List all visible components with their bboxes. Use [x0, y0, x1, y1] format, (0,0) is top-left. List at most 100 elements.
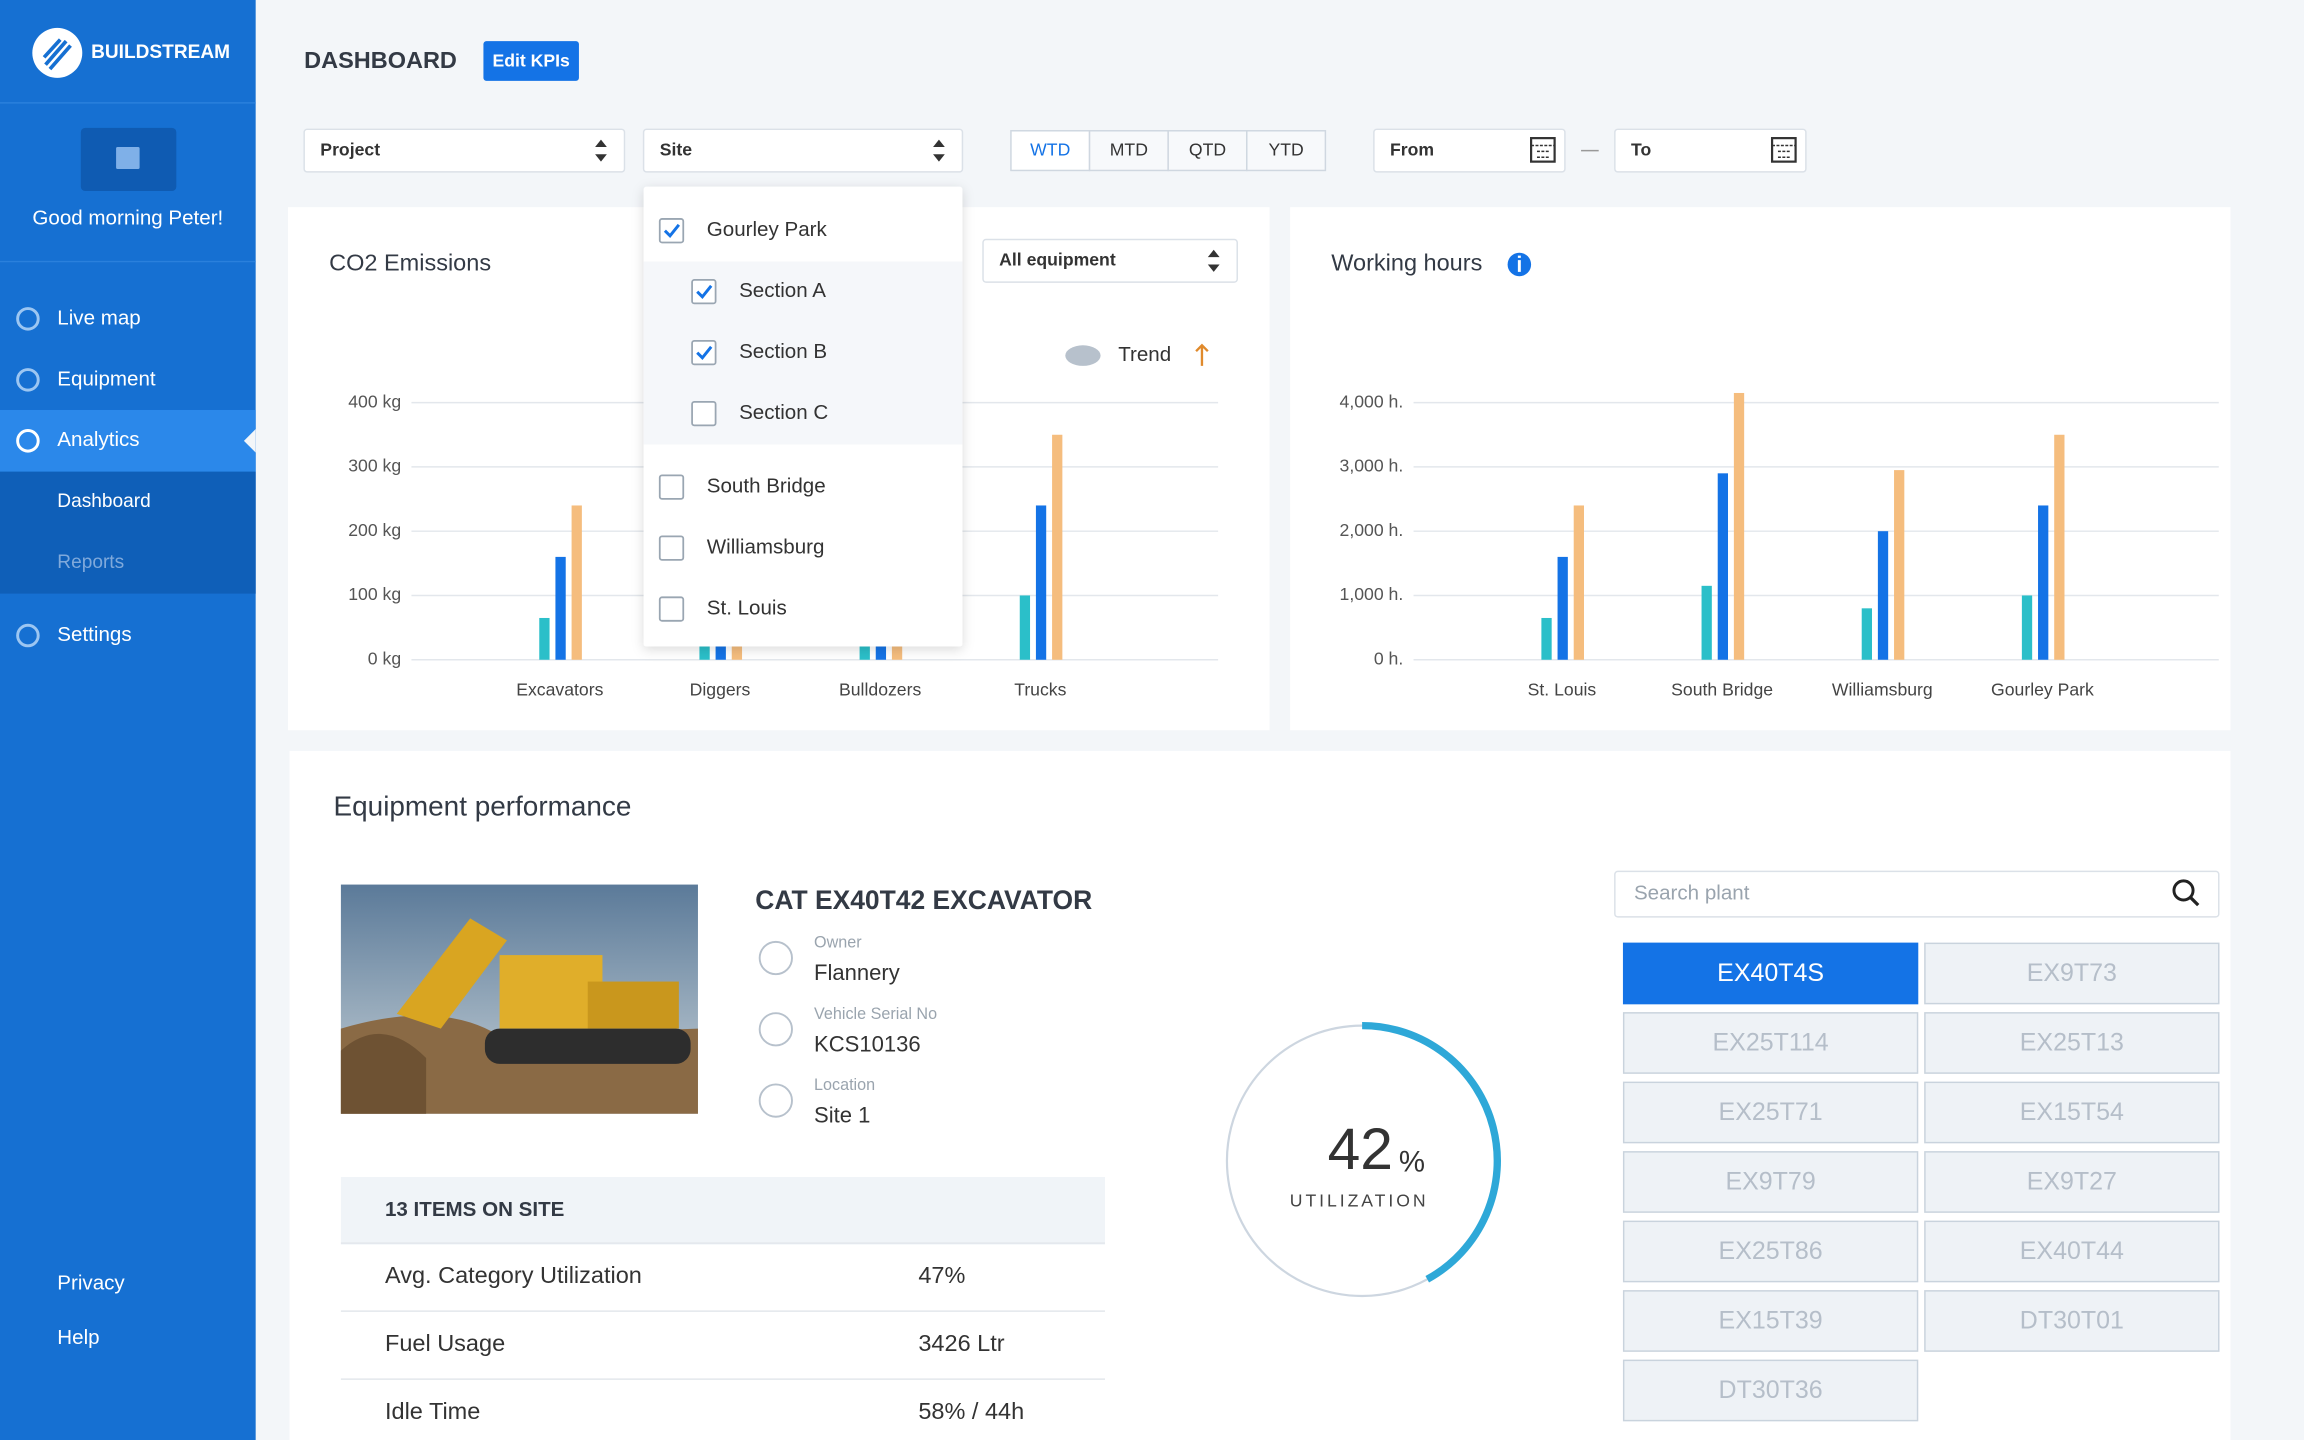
plant-button[interactable] — [1622, 1012, 1919, 1074]
plant-label[interactable]: DT30T01 — [2020, 1306, 2124, 1334]
brand: BUILDSTREAM — [91, 42, 230, 63]
button-label[interactable]: Edit KPIs — [492, 50, 570, 70]
subnav-item[interactable]: Reports — [57, 552, 124, 573]
checkbox[interactable] — [691, 340, 717, 366]
dropdown-item[interactable]: Gourley Park — [707, 218, 828, 241]
period-label[interactable]: QTD — [1189, 139, 1226, 159]
dropdown-item[interactable]: Section A — [739, 279, 826, 302]
chart-card — [1290, 207, 2231, 731]
field-icon — [758, 940, 793, 976]
bar — [2054, 434, 2065, 660]
nav-item[interactable]: Equipment — [57, 367, 156, 390]
period-label[interactable]: YTD — [1268, 139, 1303, 159]
nav-item[interactable]: Settings — [57, 623, 131, 646]
button[interactable] — [483, 41, 579, 81]
table-cell: Fuel Usage — [385, 1330, 505, 1356]
plant-label[interactable]: EX25T13 — [2020, 1028, 2124, 1056]
plant-button[interactable] — [1622, 1220, 1919, 1283]
checkmark — [696, 284, 713, 300]
period-tab[interactable] — [1246, 130, 1327, 172]
checkbox[interactable] — [691, 279, 717, 305]
footer-link[interactable]: Help — [57, 1326, 99, 1349]
checkmark — [663, 223, 681, 239]
plant-button[interactable] — [1924, 1220, 2220, 1283]
y-tick-label: 1,000 h. — [1340, 584, 1404, 604]
bar — [1877, 531, 1889, 660]
plant-button[interactable] — [1924, 1151, 2220, 1213]
field-icon — [758, 1083, 793, 1118]
nav-active — [0, 409, 256, 472]
gauge-value: 42 — [1328, 1117, 1393, 1182]
plant-button[interactable] — [1622, 1359, 1919, 1422]
footer-link[interactable]: Privacy — [57, 1272, 125, 1295]
field-label: Vehicle Serial No — [814, 1005, 937, 1023]
gauge-arc — [1362, 1021, 1501, 1283]
dropdown-item[interactable]: Section B — [739, 340, 827, 363]
plant-label[interactable]: DT30T36 — [1719, 1376, 1823, 1404]
plant-button[interactable] — [1622, 1151, 1919, 1213]
bar — [1035, 505, 1047, 660]
plant-button[interactable] — [1924, 1290, 2220, 1352]
period-tab[interactable] — [1167, 130, 1248, 172]
table-cell: 47% — [918, 1262, 965, 1288]
date-input[interactable] — [1373, 128, 1566, 173]
nav-item[interactable]: Live map — [57, 306, 140, 329]
y-tick-label: 2,000 h. — [1340, 520, 1404, 540]
plant-label[interactable]: EX15T39 — [1719, 1306, 1823, 1334]
plant-label[interactable]: EX40T4S — [1717, 959, 1824, 987]
checkbox[interactable] — [691, 400, 717, 427]
x-tick-label: St. Louis — [1528, 679, 1597, 699]
trend-label: Trend — [1118, 343, 1171, 366]
plant-button[interactable] — [1622, 1081, 1919, 1144]
date-label: To — [1631, 139, 1651, 159]
plant-button[interactable] — [1924, 942, 2220, 1005]
photo-dirt — [340, 1033, 427, 1114]
checkbox[interactable] — [658, 474, 685, 500]
plant-label[interactable]: EX9T73 — [2027, 959, 2117, 987]
bar — [1557, 556, 1568, 660]
select[interactable] — [982, 238, 1238, 283]
plant-button[interactable] — [1924, 1012, 2220, 1074]
date-input[interactable] — [1614, 128, 1807, 173]
photo-boom — [396, 918, 507, 1029]
dropdown-item[interactable]: Williamsburg — [707, 536, 825, 559]
trend-arrow — [1195, 343, 1209, 366]
plant-button[interactable] — [1622, 942, 1919, 1005]
period-label[interactable]: MTD — [1110, 139, 1148, 159]
plant-label[interactable]: EX25T86 — [1719, 1237, 1823, 1265]
page-title: DASHBOARD — [304, 47, 457, 73]
plant-label[interactable]: EX40T44 — [2020, 1237, 2124, 1265]
plant-button[interactable] — [1924, 1081, 2220, 1144]
subnav-item[interactable]: Dashboard — [57, 491, 150, 512]
dropdown-item[interactable]: St. Louis — [707, 596, 787, 619]
field-value: KCS10136 — [814, 1031, 921, 1056]
nav-item[interactable]: Analytics — [57, 428, 139, 451]
x-tick-label: Excavators — [516, 679, 603, 699]
plant-label[interactable]: EX9T27 — [2027, 1167, 2117, 1195]
plant-label[interactable]: EX9T79 — [1725, 1167, 1815, 1195]
plant-button[interactable] — [1622, 1290, 1919, 1352]
checkbox[interactable] — [658, 596, 685, 622]
select[interactable] — [303, 128, 626, 173]
select[interactable] — [642, 128, 964, 173]
plant-label[interactable]: EX25T71 — [1719, 1098, 1823, 1126]
dropdown-item[interactable]: South Bridge — [707, 475, 826, 498]
period-tab[interactable] — [1010, 130, 1091, 172]
bar — [1019, 595, 1031, 660]
period-label[interactable]: WTD — [1030, 139, 1070, 159]
table-cell: Avg. Category Utilization — [385, 1262, 642, 1288]
avatar-icon — [116, 146, 140, 169]
y-tick-label: 0 h. — [1374, 648, 1403, 668]
equipment-name: CAT EX40T42 EXCAVATOR — [755, 885, 1092, 915]
bar — [1717, 473, 1728, 660]
calendar-grid — [1772, 144, 1796, 158]
search-input[interactable] — [1614, 870, 2220, 918]
y-tick-label: 0 kg — [368, 648, 401, 668]
checkbox[interactable] — [658, 535, 685, 561]
plant-label[interactable]: EX15T54 — [2020, 1098, 2124, 1126]
dropdown-item[interactable]: Section C — [739, 401, 828, 424]
checkbox[interactable] — [658, 218, 685, 244]
plant-label[interactable]: EX25T114 — [1713, 1028, 1829, 1056]
gauge-unit: % — [1399, 1146, 1425, 1179]
